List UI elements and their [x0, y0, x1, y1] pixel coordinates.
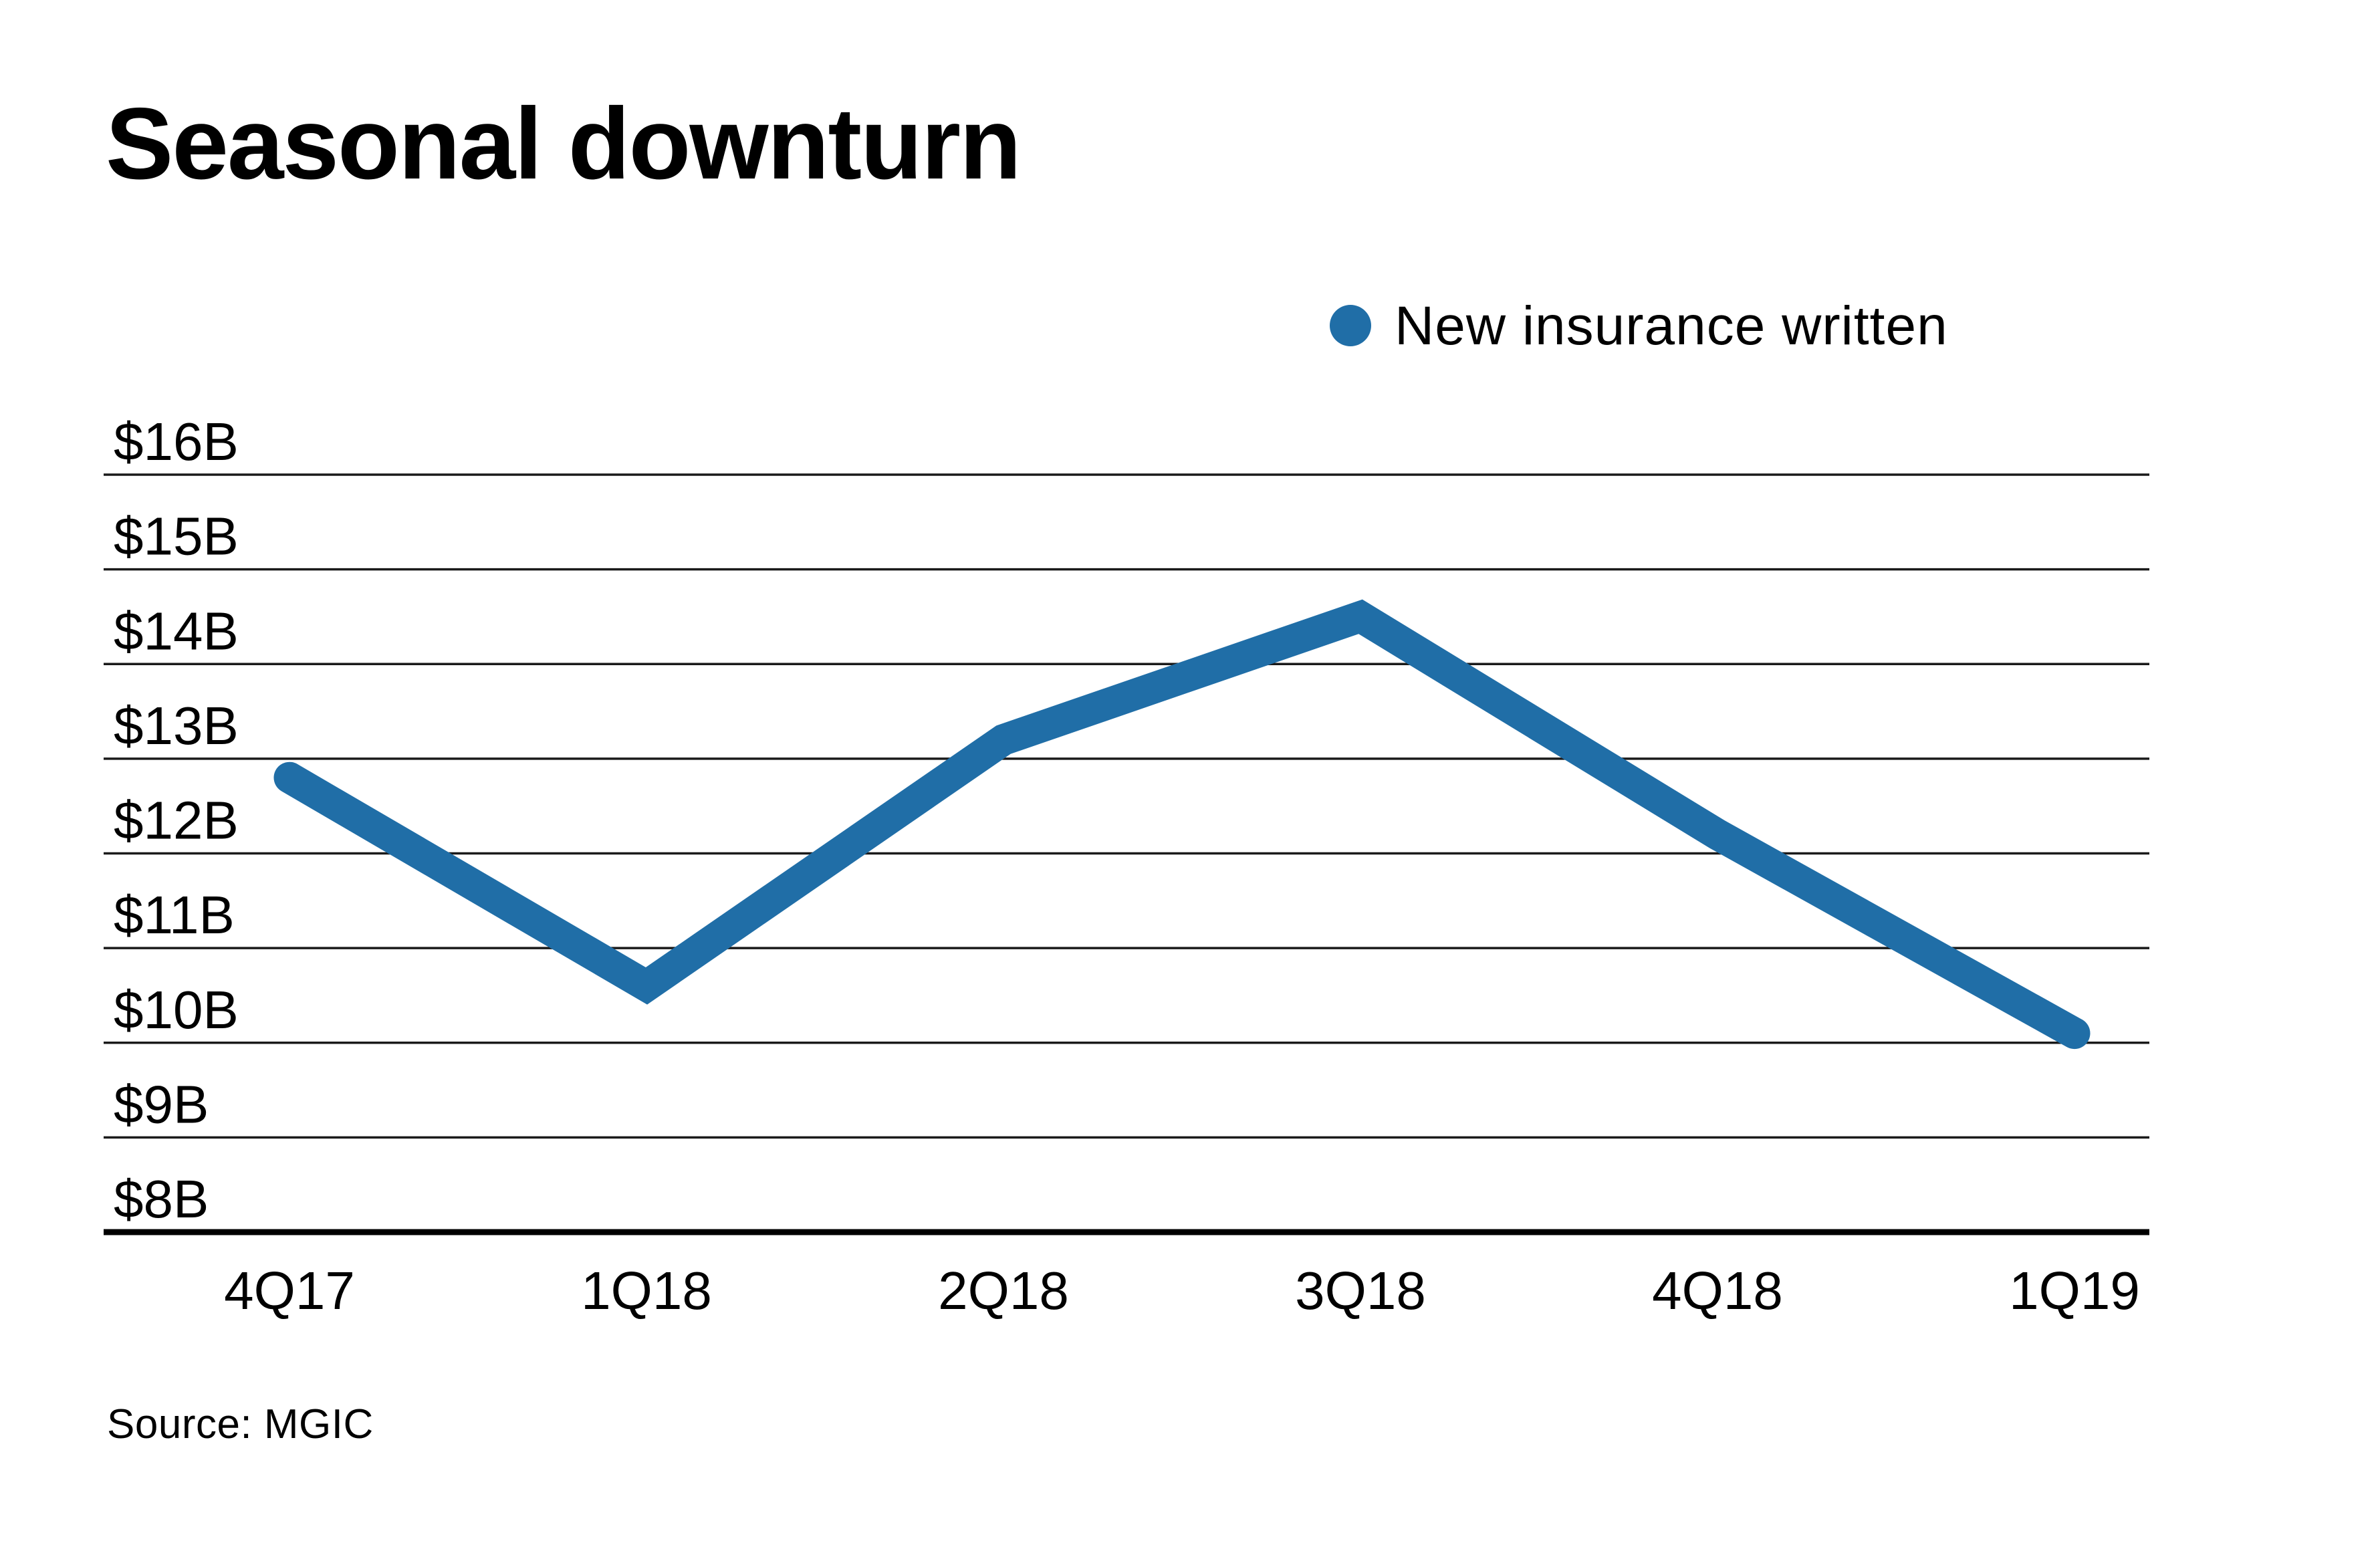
gridlines	[104, 473, 2149, 1235]
x-tick-label: 2Q18	[938, 1261, 1069, 1320]
legend-marker-icon	[1330, 305, 1371, 346]
y-axis-labels: $16B $15B $14B $13B $12B $11B $10B $9B $8B	[114, 412, 239, 1229]
x-axis-labels: 4Q17 1Q18 2Q18 3Q18 4Q18 1Q19	[224, 1261, 2140, 1320]
legend: New insurance written	[1330, 295, 1948, 356]
x-tick-label: 3Q18	[1295, 1261, 1426, 1320]
x-tick-label: 4Q17	[224, 1261, 355, 1320]
y-tick-label: $8B	[114, 1169, 209, 1229]
source-attribution: Source: MGIC	[107, 1401, 374, 1447]
legend-label: New insurance written	[1395, 295, 1948, 356]
y-tick-label: $11B	[114, 885, 235, 945]
y-tick-label: $15B	[114, 507, 239, 566]
y-tick-label: $12B	[114, 791, 239, 850]
x-tick-label: 1Q18	[581, 1261, 712, 1320]
y-tick-label: $13B	[114, 696, 239, 755]
new-insurance-written-line	[273, 599, 2091, 1050]
y-tick-label: $14B	[114, 601, 239, 661]
y-tick-label: $10B	[114, 980, 239, 1040]
chart-title: Seasonal downturn	[106, 87, 1022, 201]
data-series	[273, 599, 2091, 1050]
x-tick-label: 4Q18	[1652, 1261, 1783, 1320]
x-tick-label: 1Q19	[2009, 1261, 2140, 1320]
y-tick-label: $9B	[114, 1074, 209, 1134]
y-tick-label: $16B	[114, 412, 239, 471]
